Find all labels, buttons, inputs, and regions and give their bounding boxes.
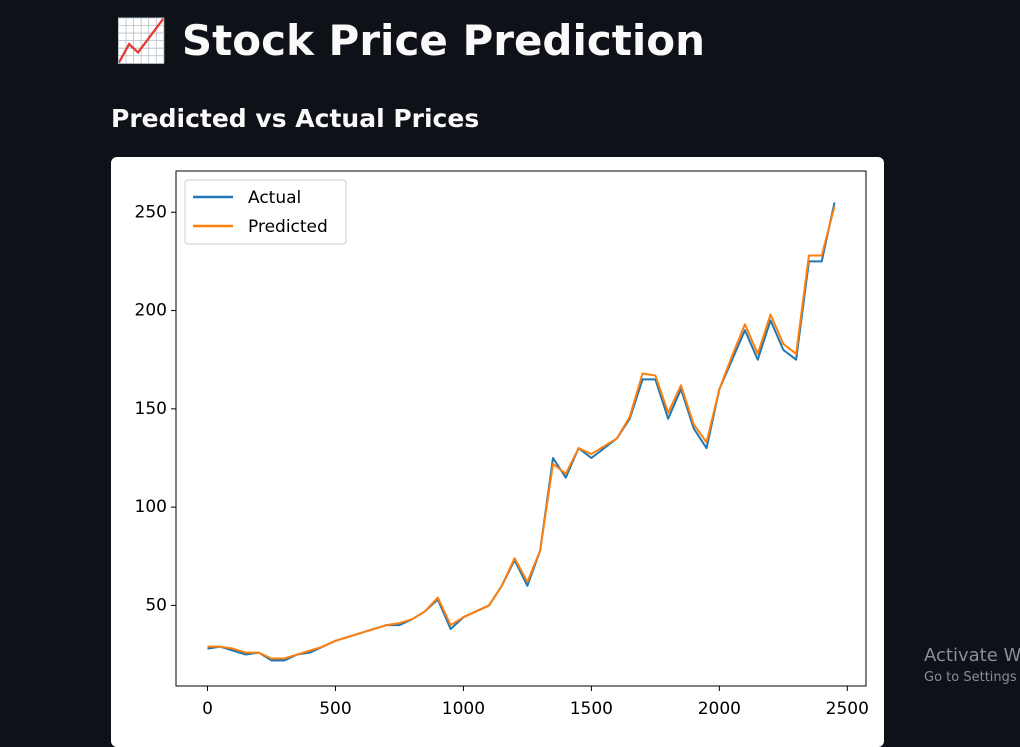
y-tick-label: 100	[135, 497, 167, 517]
series-line	[207, 206, 836, 660]
y-tick-label: 200	[135, 301, 167, 321]
x-tick-label: 2500	[826, 699, 869, 719]
y-tick-label: 250	[135, 202, 167, 222]
y-tick-label: 50	[145, 595, 167, 615]
page-title: 📈 Stock Price Prediction	[115, 16, 705, 66]
x-tick-label: 1500	[570, 699, 613, 719]
subheader: Predicted vs Actual Prices	[111, 104, 480, 133]
series-line	[207, 202, 836, 662]
watermark-sub: Go to Settings	[924, 670, 1017, 685]
app: 📈 Stock Price Prediction Predicted vs Ac…	[111, 16, 1020, 747]
title-text: Stock Price Prediction	[181, 16, 706, 65]
legend-label: Actual	[248, 188, 301, 208]
title-icon: 📈	[115, 16, 168, 65]
x-tick-label: 0	[202, 699, 213, 719]
x-tick-label: 2000	[698, 699, 741, 719]
chart: 0 500 1000 1500 2000 2500 50 100 150 200 250 Actual…	[135, 170, 869, 719]
chart-card: 0 500 1000 1500 2000 2500 50 100 150 200 250 Actual…	[111, 157, 884, 747]
legend-label: Predicted	[248, 217, 328, 237]
y-tick-label: 150	[135, 399, 167, 419]
x-tick-label: 1000	[442, 699, 485, 719]
plot-frame	[175, 170, 867, 687]
watermark: Activate W	[924, 645, 1020, 666]
x-tick-label: 500	[319, 699, 351, 719]
